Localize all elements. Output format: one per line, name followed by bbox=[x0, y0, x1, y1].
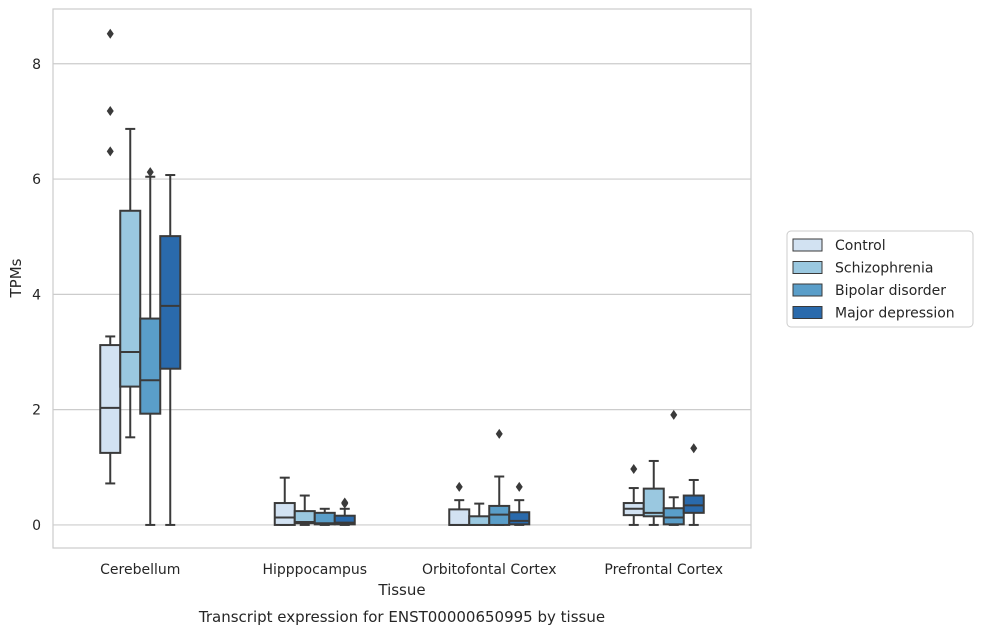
outlier-marker bbox=[690, 443, 698, 454]
legend-label: Schizophrenia bbox=[835, 261, 933, 277]
chart-caption: Transcript expression for ENST0000065099… bbox=[198, 608, 605, 626]
box-2-3 bbox=[508, 481, 531, 526]
legend-swatch bbox=[792, 261, 823, 274]
x-tick-label: Orbitofontal Cortex bbox=[422, 562, 557, 578]
legend-swatch bbox=[792, 306, 823, 319]
y-tick-label: 0 bbox=[32, 518, 41, 534]
boxes bbox=[99, 28, 705, 526]
box-body bbox=[333, 514, 356, 526]
y-tick-label: 2 bbox=[32, 403, 41, 419]
outlier-marker bbox=[146, 167, 154, 178]
box-1-1 bbox=[293, 494, 316, 526]
box-3-3 bbox=[682, 443, 705, 526]
outlier-marker bbox=[495, 428, 503, 439]
x-axis-ticks: Cerebellum Hipppocampus Orbitofontal Corte… bbox=[100, 562, 723, 578]
box-3-1 bbox=[642, 459, 665, 526]
box-body bbox=[139, 317, 162, 415]
x-tick-label: Hipppocampus bbox=[262, 562, 367, 578]
legend-label: Major depression bbox=[835, 306, 955, 322]
legend-frame bbox=[786, 230, 974, 328]
box-body bbox=[448, 508, 471, 526]
y-tick-label: 4 bbox=[32, 287, 41, 303]
outlier-marker bbox=[670, 409, 678, 420]
box-0-1 bbox=[119, 127, 142, 439]
outlier-marker bbox=[106, 28, 114, 39]
legend: Control Schizophrenia Bipolar disorder Majo… bbox=[786, 230, 974, 328]
box-body bbox=[662, 507, 685, 526]
box-body bbox=[508, 511, 531, 526]
box-body bbox=[642, 487, 665, 518]
y-axis-label: TPMs bbox=[7, 258, 25, 298]
legend-label: Control bbox=[835, 238, 886, 254]
box-2-0 bbox=[448, 481, 471, 526]
outlier-marker bbox=[455, 481, 463, 492]
box-1-2 bbox=[313, 507, 336, 526]
box-body bbox=[119, 209, 142, 388]
y-tick-label: 8 bbox=[32, 57, 41, 73]
box-body bbox=[682, 494, 705, 514]
box-body bbox=[273, 502, 296, 526]
outlier-marker bbox=[630, 464, 638, 475]
outlier-marker bbox=[515, 481, 523, 492]
legend-label: Bipolar disorder bbox=[835, 283, 946, 299]
y-axis-ticks: 0 2 4 6 8 bbox=[32, 57, 41, 534]
box-0-3 bbox=[159, 174, 182, 526]
x-tick-label: Cerebellum bbox=[100, 562, 180, 578]
box-2-2 bbox=[488, 428, 511, 526]
outlier-marker bbox=[106, 106, 114, 117]
x-tick-label: Prefrontal Cortex bbox=[604, 562, 723, 578]
box-body bbox=[99, 344, 122, 454]
box-3-0 bbox=[622, 464, 645, 526]
box-1-0 bbox=[273, 476, 296, 526]
box-2-1 bbox=[468, 502, 491, 526]
outlier-marker bbox=[106, 146, 114, 157]
box-0-0 bbox=[99, 28, 122, 485]
box-body bbox=[468, 515, 491, 526]
box-3-2 bbox=[662, 409, 685, 526]
x-axis-label: Tissue bbox=[377, 581, 425, 599]
y-tick-label: 6 bbox=[32, 172, 41, 188]
grid-lines bbox=[53, 63, 751, 526]
legend-swatch bbox=[792, 238, 823, 252]
box-0-2 bbox=[139, 167, 162, 526]
outlier-marker bbox=[341, 497, 349, 508]
box-body bbox=[159, 235, 182, 370]
plot-frame bbox=[52, 8, 752, 549]
box-1-3 bbox=[333, 497, 356, 526]
legend-swatch bbox=[792, 283, 823, 297]
